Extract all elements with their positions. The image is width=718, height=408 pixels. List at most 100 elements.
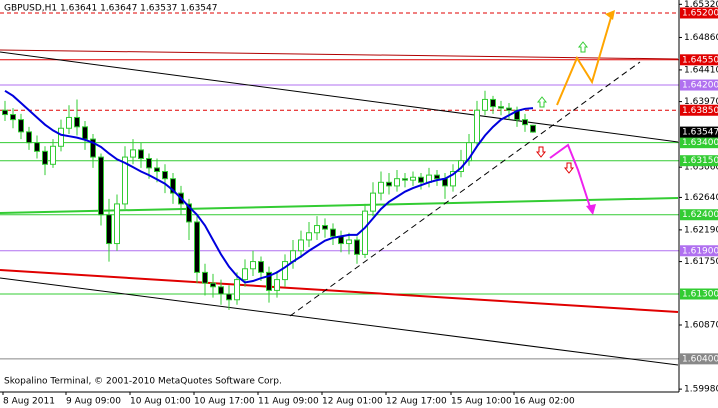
- candle-body: [170, 178, 176, 194]
- level-label: 1.65200: [682, 8, 718, 18]
- x-tick-label: 8 Aug 2011: [3, 397, 55, 407]
- level-label-box: [680, 353, 718, 365]
- candle-body: [314, 225, 320, 234]
- candle-body: [82, 126, 88, 140]
- candle-body: [18, 119, 24, 133]
- level-label-box: [680, 54, 718, 66]
- x-tick-label: 10 Aug 17:00: [194, 397, 255, 407]
- candle-body: [34, 142, 40, 152]
- copyright: Skopalino Terminal, © 2001-2010 MetaQuot…: [4, 377, 282, 387]
- candle-body: [434, 174, 440, 180]
- candle-body: [386, 181, 392, 187]
- candle-body: [506, 107, 512, 111]
- candle-body: [378, 181, 384, 194]
- arrow-head: [586, 204, 596, 215]
- candle-body: [202, 271, 208, 284]
- x-tick-label: 12 Aug 01:00: [322, 397, 383, 407]
- candle-body: [218, 286, 224, 295]
- candle-body: [410, 176, 416, 181]
- candle-body: [490, 98, 496, 108]
- level-label: 1.62400: [682, 210, 718, 220]
- candle-body: [146, 158, 152, 169]
- candle-body: [298, 239, 304, 252]
- x-tick-label: 10 Aug 01:00: [130, 397, 191, 407]
- candle-body: [186, 203, 192, 223]
- y-tick-label: 1.61750: [684, 257, 718, 267]
- y-tick-label: 1.60870: [684, 320, 718, 330]
- candle-body: [258, 261, 264, 273]
- trend-line: [0, 277, 679, 366]
- candle-body: [370, 192, 376, 212]
- level-label-box: [680, 209, 718, 221]
- candle-body: [250, 261, 256, 270]
- candle-body: [282, 261, 288, 281]
- bullish-projection: [556, 13, 613, 106]
- level-label: 1.61300: [682, 290, 718, 300]
- candle-body: [210, 282, 216, 288]
- candle-body: [130, 149, 136, 158]
- candle-body: [530, 124, 536, 133]
- x-tick-label: 11 Aug 09:00: [258, 397, 319, 407]
- candle-body: [114, 203, 120, 245]
- bearish-projection: [549, 143, 592, 211]
- x-tick-label: 15 Aug 10:00: [451, 397, 512, 407]
- candle-body: [474, 109, 480, 144]
- candle-body: [66, 116, 72, 129]
- level-label: 1.63400: [682, 138, 718, 148]
- trend-line: [0, 49, 679, 60]
- y-tick-label: 1.59980: [684, 385, 718, 395]
- down-arrow: [563, 162, 575, 174]
- y-tick-label: 1.65320: [684, 0, 718, 10]
- level-label: 1.63850: [682, 106, 718, 116]
- level-label-box: [680, 155, 718, 167]
- candle-body: [2, 109, 8, 116]
- level-label-box: [680, 104, 718, 116]
- y-tick-label: 1.62640: [684, 193, 718, 203]
- level-label-box: [680, 7, 718, 19]
- current-price-label: 1.63547: [682, 128, 718, 138]
- level-label-box: [680, 137, 718, 149]
- levels: [0, 12, 679, 360]
- candle-body: [450, 171, 456, 187]
- candle-body: [194, 221, 200, 273]
- candle-body: [122, 156, 128, 205]
- candle-body: [162, 171, 168, 180]
- level-label: 1.64200: [682, 81, 718, 91]
- x-tick-label: 9 Aug 09:00: [66, 397, 121, 407]
- y-tick-label: 1.64410: [684, 65, 718, 75]
- candle-body: [322, 225, 328, 230]
- candle-body: [106, 214, 112, 245]
- candle-body: [394, 178, 400, 187]
- candle-body: [354, 239, 360, 255]
- candle-body: [306, 232, 312, 241]
- candle-body: [266, 271, 272, 291]
- candle-body: [498, 106, 504, 109]
- y-tick-label: 1.64860: [684, 33, 718, 43]
- level-label: 1.60400: [682, 354, 718, 364]
- candle-body: [50, 145, 56, 165]
- candle-body: [482, 98, 488, 111]
- down-arrow: [535, 146, 547, 158]
- arrow-head: [605, 10, 615, 20]
- up-arrow: [536, 96, 548, 108]
- channel-line: [289, 61, 641, 317]
- x-tick-label: 16 Aug 02:00: [514, 397, 575, 407]
- candle-body: [418, 176, 424, 183]
- candle-body: [362, 210, 368, 255]
- candle-body: [10, 114, 16, 121]
- moving-average: [4, 89, 534, 284]
- trend-line: [0, 51, 679, 143]
- candle-body: [138, 149, 144, 160]
- candle-body: [26, 131, 32, 144]
- trend-line: [0, 269, 679, 313]
- candle-body: [154, 167, 160, 173]
- level-label: 1.63150: [682, 156, 718, 166]
- trend-line: [0, 197, 679, 214]
- candle-body: [274, 279, 280, 291]
- level-label-box: [680, 79, 718, 91]
- candle-body: [90, 138, 96, 158]
- y-tick-label: 1.63060: [684, 163, 718, 173]
- candle-body: [242, 268, 248, 281]
- candle-body: [522, 119, 528, 126]
